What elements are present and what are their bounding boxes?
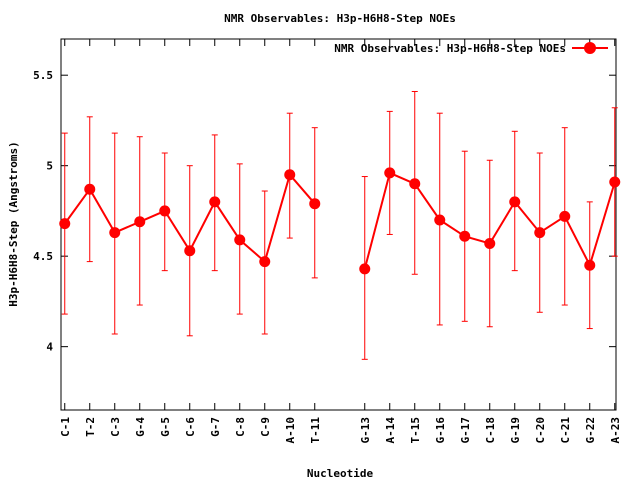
data-point <box>159 205 171 217</box>
x-tick-label: C-8 <box>234 417 247 437</box>
data-point <box>534 227 546 239</box>
x-tick-label: G-4 <box>134 417 147 437</box>
data-point <box>234 234 246 246</box>
x-tick-label: C-6 <box>184 417 197 437</box>
data-point <box>209 196 221 208</box>
x-axis-label: Nucleotide <box>307 467 374 480</box>
x-tick-label: C-21 <box>559 417 572 444</box>
x-tick-label: C-3 <box>109 417 122 437</box>
y-tick-label: 4.5 <box>33 250 53 263</box>
x-tick-label: G-19 <box>509 417 522 444</box>
x-tick-label: G-7 <box>209 417 222 437</box>
x-tick-label: A-10 <box>284 417 297 444</box>
data-point <box>84 183 96 195</box>
y-tick-label: 5 <box>46 160 53 173</box>
chart-title: NMR Observables: H3p-H6H8-Step NOEs <box>224 12 456 25</box>
x-tick-label: G-16 <box>434 417 447 444</box>
y-axis-label: H3p-H6H8-Step (Angstroms) <box>7 141 20 307</box>
legend-marker <box>584 42 596 54</box>
x-tick-label: A-23 <box>609 417 622 444</box>
data-point <box>184 245 196 257</box>
y-tick-label: 4 <box>46 341 53 354</box>
x-tick-label: C-18 <box>484 417 497 444</box>
x-tick-label: G-17 <box>459 417 472 444</box>
y-tick-label: 5.5 <box>33 69 53 82</box>
x-axis-ticks: C-1 T-2 C-3 G-4 G-5 C-6 G-7 C-8 C-9 A-10 T-11 G-13 A… <box>59 39 622 444</box>
x-tick-label: A-14 <box>384 417 397 444</box>
x-tick-label: T-2 <box>84 417 97 437</box>
data-point <box>459 230 471 242</box>
series-layer <box>59 90 621 360</box>
x-tick-label: C-9 <box>259 417 272 437</box>
data-point <box>434 214 446 226</box>
data-point <box>409 178 421 190</box>
data-point <box>109 227 121 239</box>
data-point <box>609 176 621 188</box>
y-axis-ticks: 4 4.5 5 5.5 <box>33 69 616 354</box>
data-point <box>284 169 296 181</box>
data-point <box>359 263 371 275</box>
data-point <box>259 256 271 268</box>
x-tick-label: G-22 <box>584 417 597 444</box>
legend: NMR Observables: H3p-H6H8-Step NOEs <box>334 42 608 55</box>
legend-label: NMR Observables: H3p-H6H8-Step NOEs <box>334 42 566 55</box>
x-tick-label: G-5 <box>159 417 172 437</box>
data-point <box>134 216 146 228</box>
data-point <box>584 259 596 271</box>
data-point <box>384 167 396 179</box>
data-point <box>309 198 321 210</box>
data-point <box>509 196 521 208</box>
x-tick-label: T-11 <box>309 417 322 444</box>
data-point <box>484 238 496 250</box>
x-tick-label: G-13 <box>359 417 372 444</box>
x-tick-label: C-20 <box>534 417 547 444</box>
data-point <box>59 218 71 230</box>
x-tick-label: T-15 <box>409 417 422 444</box>
x-tick-label: C-1 <box>59 417 72 437</box>
data-point <box>559 210 571 222</box>
